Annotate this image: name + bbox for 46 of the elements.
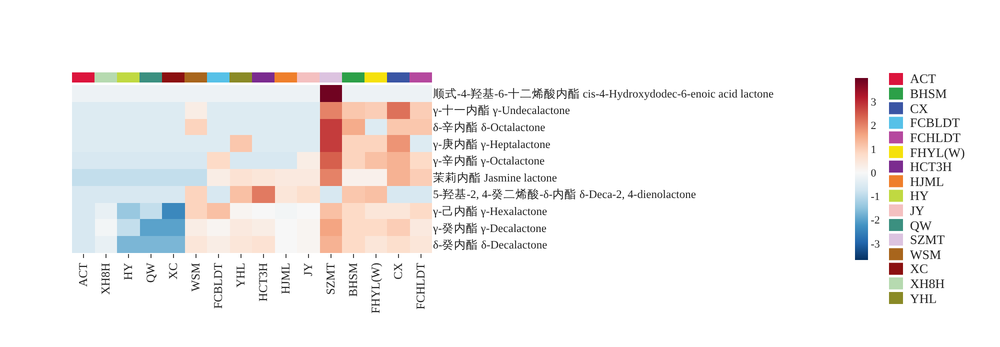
category-label: FHYL(W) (910, 145, 965, 160)
x-tick-label: XH8H (98, 262, 113, 295)
y-tick-label: γ-十一内酯 γ-Undecalactone (432, 104, 570, 118)
x-tick-label: BHSM (346, 262, 360, 297)
color-bar-label: 1 (870, 144, 876, 156)
y-tick-label: γ-己内酯 γ-Hexalactone (432, 205, 548, 218)
category-label: ACT (910, 71, 936, 86)
category-label: CX (910, 101, 929, 116)
x-tick-label: YHL (234, 262, 248, 288)
category-label: FCHLDT (910, 130, 961, 145)
x-tick-label: HY (121, 262, 136, 280)
color-bar-label: 3 (870, 96, 877, 108)
category-label: QW (910, 218, 932, 233)
category-label: SZMT (910, 232, 945, 247)
category-label: HY (910, 188, 930, 203)
x-tick-label: QW (144, 262, 158, 283)
x-tick-label: JY (301, 262, 316, 276)
x-tick-label: CX (391, 262, 406, 280)
y-tick-label: γ-癸内酯 γ-Decalactone (432, 222, 547, 235)
y-tick-label: γ-庚内酯 γ-Heptalactone (432, 136, 550, 151)
x-tick-label: HCT3H (256, 262, 270, 302)
y-tick-label: δ-癸内酯 δ-Decalactone (433, 238, 548, 252)
y-tick-label: δ-辛内酯 δ-Octalactone (433, 120, 546, 134)
category-label: BHSM (910, 86, 948, 101)
x-tick-label: ACT (76, 262, 90, 287)
x-tick-label: SZMT (324, 262, 338, 295)
category-label: HJML (910, 174, 944, 189)
y-tick-label: γ-辛内酯 γ-Octalactone (432, 154, 545, 168)
color-bar-label: 2 (870, 120, 876, 132)
y-tick-label: 顺式-4-羟基-6-十二烯酸内酯 cis-4-Hydroxydodec-6-enoic acid lactone (433, 87, 774, 100)
category-label: WSM (910, 247, 942, 262)
category-label: FCBLDT (910, 115, 960, 130)
x-tick-label: FCHLDT (414, 262, 428, 310)
color-bar-label: -3 (870, 238, 880, 250)
category-label: HCT3H (910, 159, 952, 174)
y-tick-label: 5-羟基-2, 4-癸二烯酸-δ-内酯 δ-Deca-2, 4-dienolactone (433, 188, 696, 202)
x-tick-label: FHYL(W) (368, 262, 383, 314)
category-label: JY (910, 203, 926, 218)
y-tick-label: 茉莉内酯 Jasmine lactone (433, 171, 558, 184)
x-tick-label: FCBLDT (211, 262, 226, 309)
x-tick-label: XC (166, 262, 180, 280)
color-bar-label: 0 (870, 167, 877, 180)
color-bar-label: -1 (870, 191, 880, 204)
x-tick-label: HJML (278, 262, 293, 294)
color-bar-label: -2 (870, 214, 880, 227)
x-tick-label: WSM (188, 262, 203, 292)
